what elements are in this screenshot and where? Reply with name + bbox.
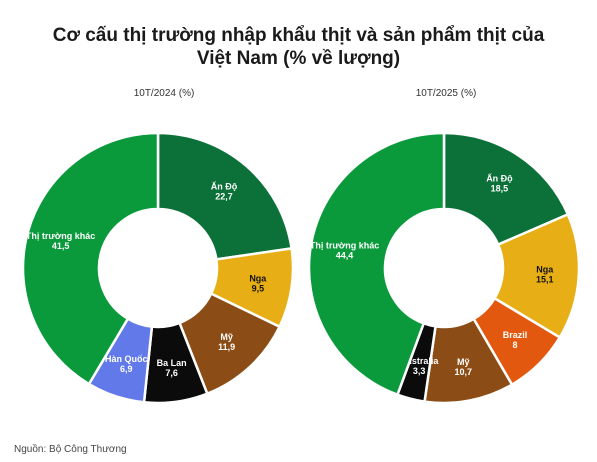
pie-2024-slice-thi-truong-khac bbox=[21, 131, 160, 386]
pie-2025-label-brazil: Brazil 8 bbox=[503, 330, 528, 350]
pie-2024-label-ba-lan: Ba Lan 7,6 bbox=[157, 358, 187, 378]
pie-2025-label-an-do: Ấn Độ 18,5 bbox=[486, 174, 513, 194]
pie-2024-label-thi-truong-khac: Thị trường khác 41,5 bbox=[26, 231, 95, 251]
pie-2024-slice-an-do bbox=[156, 131, 293, 261]
pie-2025-title: 10T/2025 (%) bbox=[415, 88, 477, 99]
pie-2025-label-thi-truong-khac: Thị trường khác 44,4 bbox=[310, 240, 379, 260]
pie-2024-label-my: Mỹ 11,9 bbox=[218, 332, 235, 352]
chart-title: Cơ cấu thị trường nhập khẩu thịt và sản … bbox=[0, 24, 597, 70]
pie-2024-label-nga: Nga 9,5 bbox=[249, 273, 267, 293]
source-note: Nguồn: Bộ Công Thương bbox=[14, 444, 127, 455]
pie-2024-label-an-do: Ấn Độ 22,7 bbox=[211, 182, 238, 202]
pie-2025-slice-nga bbox=[492, 212, 581, 340]
chart-title-line2: Việt Nam (% về lượng) bbox=[196, 48, 401, 69]
chart-title-line1: Cơ cấu thị trường nhập khẩu thịt và sản … bbox=[52, 25, 545, 46]
pie-2024-label-han-quoc: Hàn Quốc 6,9 bbox=[105, 354, 148, 374]
pie-2025-label-australia: Australia 3,3 bbox=[400, 356, 440, 376]
pie-2025-label-nga: Nga 15,1 bbox=[536, 265, 554, 285]
pie-2024: Ấn Độ 22,7 Nga 9,5 Mỹ 11,9 Ba Lan 7,6 Hàn Quốc 6,… bbox=[21, 131, 295, 405]
pie-2025-slice-thi-truong-khac bbox=[307, 131, 446, 397]
pie-2025-label-my: Mỹ 10,7 bbox=[454, 357, 472, 377]
pie-2025-slice-an-do bbox=[442, 131, 570, 247]
pie-2024-title: 10T/2024 (%) bbox=[133, 88, 195, 99]
pie-2025: Ấn Độ 18,5 Nga 15,1 Brazil 8 Mỹ 10,7 Australia 3,… bbox=[307, 131, 581, 405]
